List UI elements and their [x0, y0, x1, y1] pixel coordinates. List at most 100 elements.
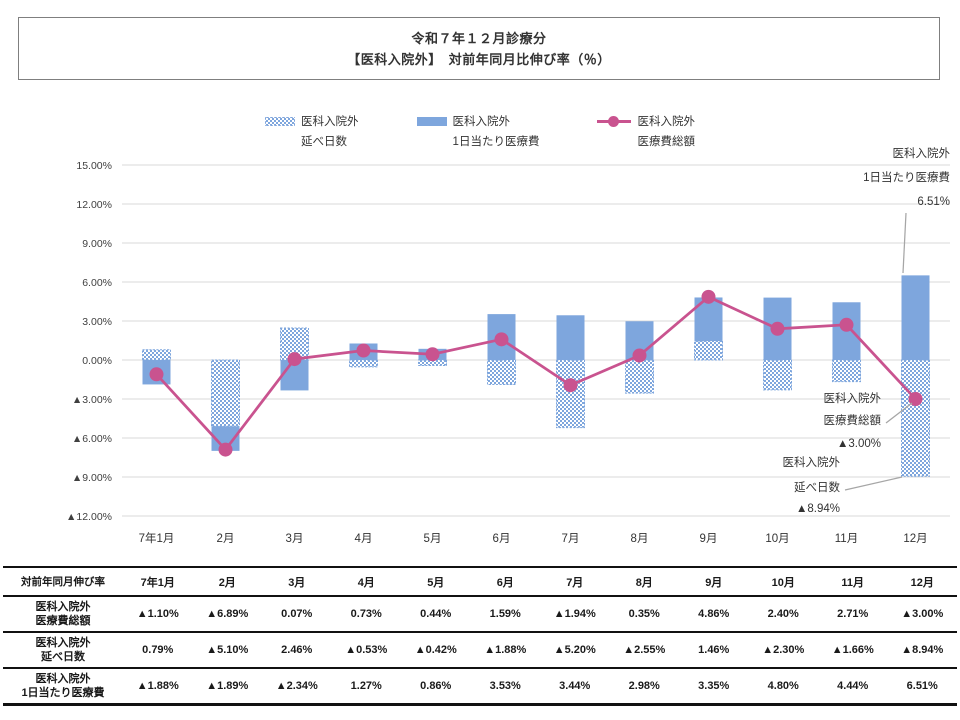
pattern-bar-swatch-icon: [265, 117, 296, 126]
table-cell: ▲1.66%: [831, 644, 874, 656]
table-row: 医科入院外 1日当たり医療費 ▲1.88% ▲1.89% ▲2.34% 1.27% 0.86…: [3, 668, 957, 704]
y-axis-tick-label: 0.00%: [82, 355, 112, 367]
legend-item-nobe-nissu: 医科入院外 延べ日数: [265, 112, 359, 152]
y-axis-tick-label: 6.00%: [82, 277, 112, 289]
line-point-marker: [149, 367, 164, 382]
line-point-marker: [770, 321, 785, 336]
line-point-marker: [701, 289, 716, 304]
table-column-header: 9月: [705, 576, 723, 589]
annotation-text: 1日当たり医療費: [863, 170, 950, 184]
table-cell: ▲1.88%: [136, 679, 179, 692]
bar-segment: [211, 359, 240, 427]
table-column-header: 5月: [427, 576, 445, 589]
table-cell: ▲1.88%: [484, 644, 527, 656]
line-point-marker: [494, 332, 509, 347]
line-point-marker: [218, 442, 233, 457]
table-column-header: 6月: [496, 576, 514, 589]
annotation-text: 医療費総額: [824, 413, 882, 427]
chart-title-line2: 【医科入院外】 対前年同月比伸び率（％）: [347, 51, 611, 67]
legend-label: 医科入院外: [301, 116, 359, 128]
table-cell: 0.44%: [420, 608, 452, 620]
table-cell: ▲3.00%: [901, 608, 944, 620]
annotation-leader-line: [844, 476, 903, 491]
table-cell: ▲1.94%: [553, 608, 596, 620]
table-cell: 2.71%: [837, 608, 869, 620]
bar-segment: [625, 359, 654, 394]
combo-chart: 15.00% 12.00% 9.00% 6.00% 3.00% 0.00% ▲3.00% ▲6…: [66, 146, 951, 545]
table-cell: ▲2.34%: [275, 679, 318, 692]
x-axis-category-label: 12月: [903, 533, 927, 545]
table-cell: ▲2.55%: [623, 644, 666, 656]
table-cell: ▲2.30%: [762, 644, 805, 656]
table-header-row: 対前年同月伸び率 7年1月 2月 3月 4月 5月 6月 7月 8月 9月 10月 11月 12月: [3, 567, 957, 596]
chart-title-box: 令和７年１２月診療分 【医科入院外】 対前年同月比伸び率（％）: [18, 17, 940, 80]
table-column-header: 11月: [841, 576, 865, 589]
bar-segment: [142, 349, 171, 361]
annotation-text: 6.51%: [917, 196, 950, 208]
growth-rate-table: 対前年同月伸び率 7年1月 2月 3月 4月 5月 6月 7月 8月 9月 10月 11月 12月 医科…: [3, 566, 957, 706]
bar-segment: [694, 340, 723, 361]
table-column-header: 7月: [566, 576, 584, 589]
line-point-marker: [425, 347, 440, 362]
table-row: 医科入院外 延べ日数 0.79% ▲5.10% 2.46% ▲0.53% ▲0.42% ▲1.…: [3, 632, 957, 668]
x-axis-category-label: 8月: [631, 533, 649, 545]
table-row-label: 医科入院外 1日当たり医療費: [21, 672, 105, 699]
chart-title-line1: 令和７年１２月診療分: [411, 30, 547, 46]
y-axis-tick-label: 3.00%: [82, 316, 112, 328]
x-axis-category-label: 3月: [286, 533, 304, 545]
table-cell: ▲1.10%: [136, 608, 179, 620]
annotation-text: ▲3.00%: [837, 438, 881, 450]
table-cell: 0.86%: [420, 679, 452, 692]
table-header-label: 対前年同月伸び率: [21, 576, 105, 588]
legend-item-per-day-cost: 医科入院外 1日当たり医療費: [416, 112, 540, 152]
table-cell: 1.59%: [489, 608, 521, 620]
line-point-marker: [839, 317, 854, 332]
table-row: 医科入院外 医療費総額 ▲1.10% ▲6.89% 0.07% 0.73% 0.44% 1.5…: [3, 596, 957, 632]
table-cell: 6.51%: [906, 679, 938, 692]
table-cell: ▲6.89%: [206, 608, 249, 620]
annotation-leader-line: [885, 402, 913, 424]
table-column-header: 2月: [218, 576, 236, 589]
annotation-text: 医科入院外: [783, 455, 841, 469]
x-axis-category-label: 7年1月: [139, 531, 175, 545]
table-column-header: 8月: [635, 576, 653, 589]
bar-segment: [763, 359, 792, 391]
bar-segment: [901, 359, 930, 477]
table-cell: 2.98%: [628, 679, 660, 692]
table-cell: ▲1.89%: [206, 679, 249, 692]
x-axis-category-label: 5月: [424, 533, 442, 545]
line-point-marker: [287, 352, 302, 367]
line-series: [155, 295, 917, 452]
line-marker-swatch-icon: [597, 116, 632, 127]
table-cell: 3.35%: [698, 679, 730, 692]
annotation-leader-line: [902, 212, 907, 274]
table-cell: ▲0.42%: [414, 644, 457, 656]
line-point-marker: [563, 378, 578, 393]
table-cell: ▲5.10%: [206, 644, 249, 656]
legend-label: 医科入院外: [637, 116, 695, 128]
annotation-text: ▲8.94%: [796, 503, 840, 515]
table-cell: 3.44%: [559, 679, 591, 692]
x-axis-category-label: 10月: [765, 533, 789, 545]
y-axis-tick-label: 15.00%: [76, 160, 112, 172]
y-axis-tick-label: ▲12.00%: [66, 511, 112, 523]
x-axis-category-label: 7月: [562, 533, 580, 545]
table-column-header: 3月: [288, 576, 306, 589]
table-cell: 1.27%: [350, 679, 382, 692]
annotation-text: 医科入院外: [893, 146, 951, 160]
table-cell: 2.40%: [767, 608, 799, 620]
table-cell: 0.73%: [350, 608, 382, 620]
legend-sublabel: 1日当たり医療費: [452, 136, 540, 148]
legend-label: 医科入院外: [452, 116, 511, 128]
table-cell: 4.80%: [767, 679, 799, 692]
line-point-marker: [908, 392, 923, 406]
x-axis-category-label: 9月: [700, 533, 718, 545]
table-column-header: 7年1月: [140, 576, 175, 589]
y-axis-tick-label: ▲3.00%: [72, 394, 112, 406]
x-axis-category-label: 6月: [493, 533, 511, 545]
table-cell: 4.86%: [698, 608, 730, 620]
bar-segment: [901, 275, 930, 360]
table-cell: 3.53%: [489, 679, 521, 692]
table-cell: ▲0.53%: [345, 644, 388, 656]
